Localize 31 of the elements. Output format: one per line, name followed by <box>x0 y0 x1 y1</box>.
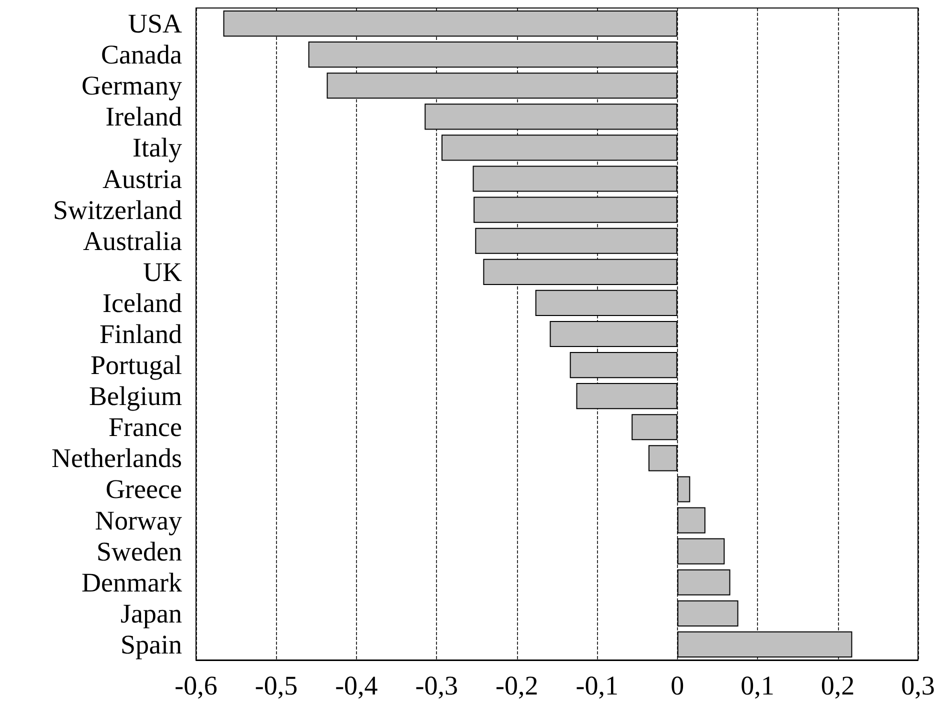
y-tick-label: Greece <box>106 474 182 504</box>
y-tick-label: Norway <box>95 505 182 536</box>
y-tick-label: Denmark <box>82 567 182 598</box>
y-tick-label: Germany <box>82 70 182 101</box>
y-tick-label: USA <box>128 8 182 39</box>
y-tick-label: Sweden <box>96 536 182 566</box>
y-tick-label: Switzerland <box>53 194 182 225</box>
y-tick-label: Netherlands <box>52 443 182 474</box>
x-tick-label: 0,3 <box>901 670 935 700</box>
x-tick-label: 0 <box>670 670 684 700</box>
y-tick-label: UK <box>143 256 182 287</box>
y-tick-label: Portugal <box>90 350 182 380</box>
x-tick-label: -0,3 <box>415 670 458 700</box>
y-tick-label: Italy <box>132 132 182 163</box>
y-tick-label: Austria <box>102 164 182 194</box>
x-tick-label: -0,4 <box>335 670 378 700</box>
x-tick-label: -0,5 <box>254 670 298 700</box>
y-tick-label: Iceland <box>102 288 182 318</box>
y-tick-label: Australia <box>83 226 182 256</box>
y-tick-label: Japan <box>120 598 182 628</box>
x-tick-label: 0,2 <box>820 670 855 700</box>
y-tick-label: Belgium <box>89 381 182 412</box>
y-tick-label: France <box>108 412 182 442</box>
y-tick-label: Spain <box>120 629 182 660</box>
x-tick-label: -0,1 <box>576 670 618 700</box>
y-tick-label: Ireland <box>106 102 182 132</box>
x-tick-label: -0,6 <box>174 670 218 700</box>
x-tick-label: -0,2 <box>496 670 538 700</box>
y-tick-label: Finland <box>99 319 182 349</box>
y-tick-label: Canada <box>101 40 182 70</box>
x-tick-label: 0,1 <box>740 670 774 700</box>
